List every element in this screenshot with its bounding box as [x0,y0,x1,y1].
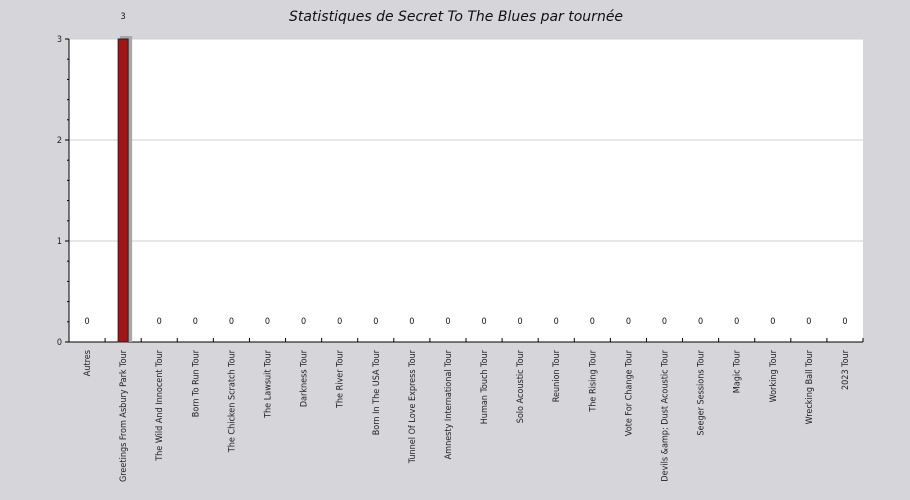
grid-lines [69,38,863,242]
value-label: 0 [301,317,306,327]
y-tick-label: 1 [57,237,62,247]
x-tick-label: Born To Run Tour [191,349,201,417]
value-label: 0 [445,317,450,327]
x-tick-label: The Rising Tour [588,349,598,412]
y-axis-ticks: 0 1 2 3 [57,35,69,348]
value-labels: 0 3 0 0 0 0 0 0 0 0 0 0 0 0 0 0 0 0 0 0 0 0 [84,12,847,327]
y-tick-label: 2 [57,136,62,146]
x-tick-label: Autres [83,350,93,376]
x-tick-label: The Chicken Scratch Tour [227,349,237,453]
plot-area [69,39,863,342]
value-label: 0 [409,317,414,327]
value-label: 0 [481,317,486,327]
value-label: 0 [770,317,775,327]
value-label: 0 [337,317,342,327]
x-tick-label: The Wild And Innocent Tour [155,349,165,461]
x-tick-label: Devils &amp; Dust Acoustic Tour [661,349,671,481]
bar [117,38,129,343]
value-label: 0 [84,317,89,327]
x-tick-label: Darkness Tour [300,349,310,407]
x-tick-label: Working Tour [769,349,779,402]
x-tick-label: Greetings From Asbury Park Tour [119,349,129,482]
value-label: 0 [193,317,198,327]
value-label: 0 [698,317,703,327]
x-tick-label: Vote For Change Tour [624,349,634,436]
x-tick-label: The River Tour [336,349,346,409]
x-tick-label: Seeger Sessions Tour [697,349,707,435]
value-label: 0 [157,317,162,327]
x-tick-label: Tunnel Of Love Express Tour [408,349,418,464]
value-label: 0 [662,317,667,327]
value-label: 0 [554,317,559,327]
x-tick-label: Reunion Tour [552,349,562,402]
value-label: 0 [626,317,631,327]
x-tick-label: Human Touch Tour [480,349,490,424]
x-axis-ticks: Autres Greetings From Asbury Park Tour The… [83,338,851,482]
x-tick-label: 2023 Tour [841,349,851,390]
value-label: 0 [373,317,378,327]
x-tick-label: Magic Tour [733,349,743,393]
x-tick-label: Solo Acoustic Tour [516,349,526,423]
y-tick-label: 3 [57,35,62,45]
chart-title: Statistiques de Secret To The Blues par … [289,9,623,25]
x-tick-label: Born In The USA Tour [372,349,382,435]
y-tick-label: 0 [57,338,62,348]
x-tick-label: Wrecking Ball Tour [805,349,815,424]
x-tick-label: Amnesty International Tour [444,349,454,459]
value-label: 0 [518,317,523,327]
value-label: 0 [265,317,270,327]
value-label: 0 [734,317,739,327]
value-label: 0 [806,317,811,327]
value-label: 0 [590,317,595,327]
value-label: 0 [842,317,847,327]
bars [117,36,133,343]
x-tick-label: The Lawsuit Tour [264,349,274,419]
value-label: 0 [229,317,234,327]
value-label: 3 [121,12,126,22]
